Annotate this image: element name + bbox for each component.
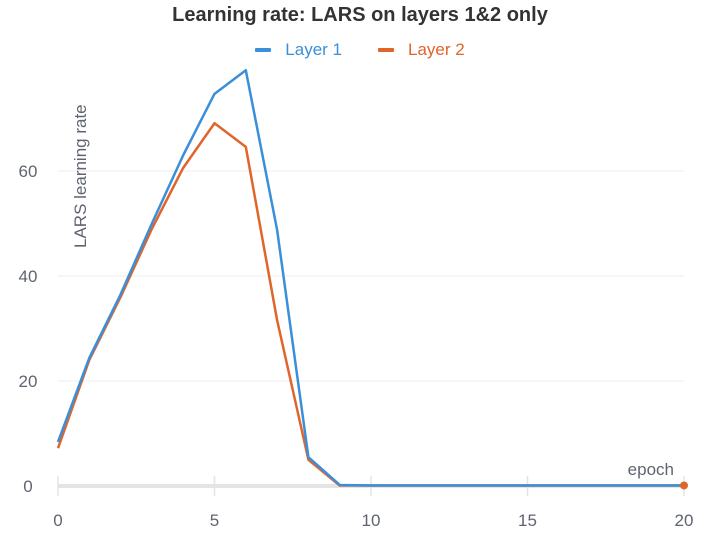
legend-label: Layer 2 [408, 40, 465, 59]
y-tick-label: 40 [19, 267, 38, 286]
x-tick-label: 20 [675, 511, 694, 530]
x-axis: 0 5 10 15 20 [53, 511, 693, 530]
legend-swatch-icon [255, 48, 272, 52]
x-tick-label: 5 [210, 511, 219, 530]
legend-label: Layer 1 [285, 40, 342, 59]
y-axis-label: LARS learning rate [71, 104, 90, 248]
y-tick-label: 60 [19, 162, 38, 181]
legend-swatch-icon [378, 48, 394, 52]
x-axis-label: epoch [628, 460, 674, 479]
y-axis: 0 20 40 60 [19, 162, 38, 496]
x-tick-label: 10 [362, 511, 381, 530]
legend-item-layer-1[interactable]: Layer 1 [255, 40, 342, 60]
y-tick-label: 20 [19, 372, 38, 391]
series-lines [56, 68, 688, 490]
series-line-layer-2[interactable] [56, 121, 684, 487]
end-point-marker [680, 481, 688, 490]
x-tick-label: 0 [53, 511, 62, 530]
legend: Layer 1 Layer 2 [0, 40, 720, 60]
chart-title: Learning rate: LARS on layers 1&2 only [172, 4, 548, 26]
series-line-layer-1[interactable] [56, 68, 684, 487]
legend-item-layer-2[interactable]: Layer 2 [378, 40, 465, 60]
y-tick-label: 0 [23, 477, 32, 496]
gridlines [57, 170, 685, 496]
x-tick-label: 15 [518, 511, 537, 530]
